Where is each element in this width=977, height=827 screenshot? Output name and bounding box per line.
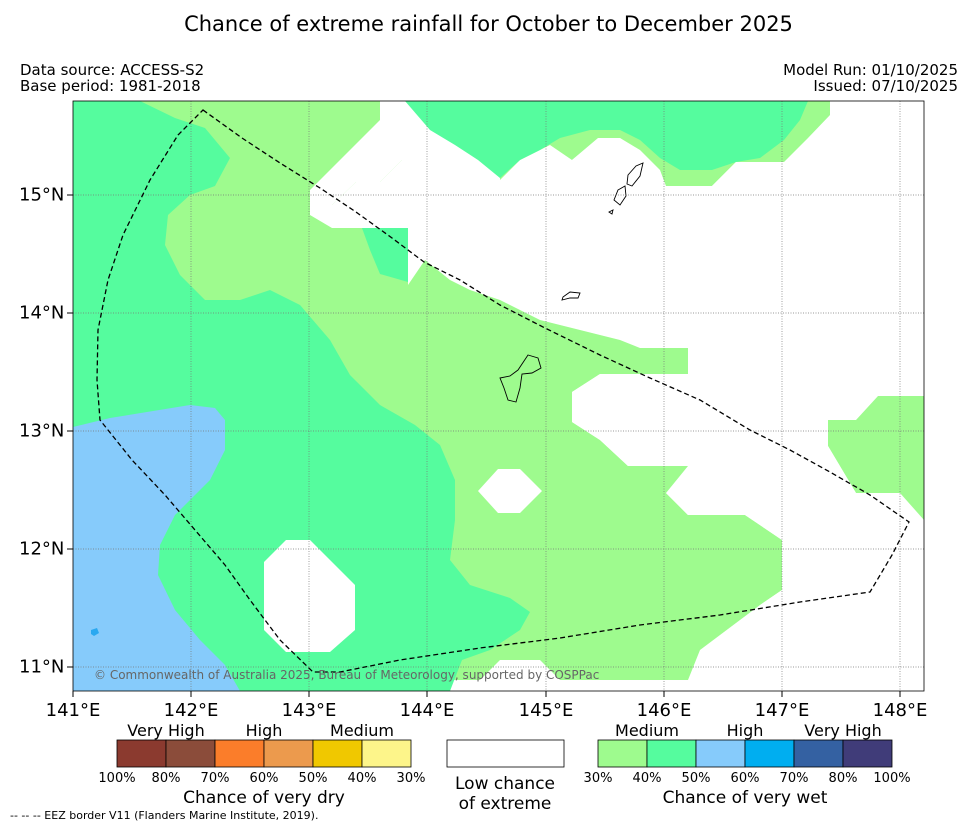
lon-tick-label: 141°E bbox=[45, 700, 101, 721]
wet-percent-label: 50% bbox=[681, 771, 711, 786]
wet-percent-label: 30% bbox=[583, 771, 613, 786]
graticule bbox=[73, 101, 924, 691]
low-chance-top-right bbox=[572, 138, 784, 300]
low-chance-label-line1: Low chance bbox=[455, 774, 555, 794]
axis-ticks bbox=[67, 194, 901, 697]
data-source-text: Data source: ACCESS-S2 bbox=[20, 61, 205, 79]
dry-category-label: Medium bbox=[330, 721, 394, 740]
low-chance-top-left bbox=[310, 101, 402, 205]
lon-tick-label: 142°E bbox=[163, 700, 219, 721]
wet-percent-label: 100% bbox=[873, 771, 911, 786]
map-title: Chance of extreme rainfall for October t… bbox=[184, 12, 793, 36]
lat-tick-label: 11°N bbox=[19, 656, 65, 678]
island-rota bbox=[561, 291, 581, 301]
wet-category-label: Medium bbox=[615, 721, 679, 740]
base-period-text: Base period: 1981-2018 bbox=[20, 77, 201, 95]
lon-tick-label: 148°E bbox=[872, 700, 928, 721]
lon-tick-label: 143°E bbox=[281, 700, 337, 721]
wet-50-60-region bbox=[73, 405, 240, 691]
copyright-notice: © Commonwealth of Australia 2025, Bureau… bbox=[94, 668, 600, 682]
wet-50-60-dot bbox=[91, 628, 99, 636]
lat-tick-label: 12°N bbox=[19, 538, 65, 560]
dry-percent-label: 100% bbox=[98, 771, 136, 786]
island-tinian bbox=[613, 185, 627, 206]
map-body bbox=[73, 101, 924, 691]
dry-category-label: High bbox=[245, 721, 283, 740]
wet-percent-label: 60% bbox=[730, 771, 760, 786]
wet-category-label: High bbox=[726, 721, 764, 740]
lon-tick-label: 147°E bbox=[754, 700, 810, 721]
lat-tick-label: 15°N bbox=[19, 184, 65, 206]
lon-tick-label: 146°E bbox=[636, 700, 692, 721]
dry-percent-label: 50% bbox=[298, 771, 328, 786]
dry-percent-label: 70% bbox=[200, 771, 230, 786]
lon-tick-label: 144°E bbox=[399, 700, 455, 721]
lon-tick-label: 145°E bbox=[518, 700, 574, 721]
dry-category-label: Very High bbox=[127, 721, 205, 740]
wet-percent-label: 70% bbox=[779, 771, 809, 786]
eez-border bbox=[96, 109, 910, 673]
low-chance-label-line2: of extreme bbox=[458, 794, 552, 814]
low-chance-small-patch bbox=[478, 469, 542, 513]
model-run-text: Model Run: 01/10/2025 bbox=[783, 61, 958, 79]
island-guam bbox=[499, 354, 542, 403]
wet-40-50-region bbox=[73, 101, 530, 691]
lat-tick-label: 14°N bbox=[19, 302, 65, 324]
eez-footnote: -- -- -- EEZ border V11 (Flanders Marine… bbox=[10, 809, 319, 822]
wet-category-label: Very High bbox=[804, 721, 882, 740]
issued-text: Issued: 07/10/2025 bbox=[813, 77, 958, 95]
islands bbox=[499, 162, 644, 403]
wet-legend-title: Chance of very wet bbox=[662, 788, 828, 808]
wet-percent-label: 40% bbox=[632, 771, 662, 786]
lat-tick-label: 13°N bbox=[19, 420, 65, 442]
wet-40-50-top bbox=[405, 101, 808, 178]
low-chance-lower-left bbox=[264, 540, 355, 652]
wet-percent-label: 80% bbox=[828, 771, 858, 786]
medium-wet-east-patch bbox=[828, 396, 924, 535]
dry-percent-label: 30% bbox=[396, 771, 426, 786]
island-aguijan bbox=[608, 209, 614, 215]
dry-percent-label: 40% bbox=[347, 771, 377, 786]
island-saipan bbox=[626, 162, 644, 187]
map-frame bbox=[72, 100, 925, 692]
low-chance-east bbox=[572, 374, 924, 691]
dry-legend-title: Chance of very dry bbox=[183, 788, 345, 808]
dry-percent-label: 80% bbox=[151, 771, 181, 786]
dry-percent-label: 60% bbox=[249, 771, 279, 786]
